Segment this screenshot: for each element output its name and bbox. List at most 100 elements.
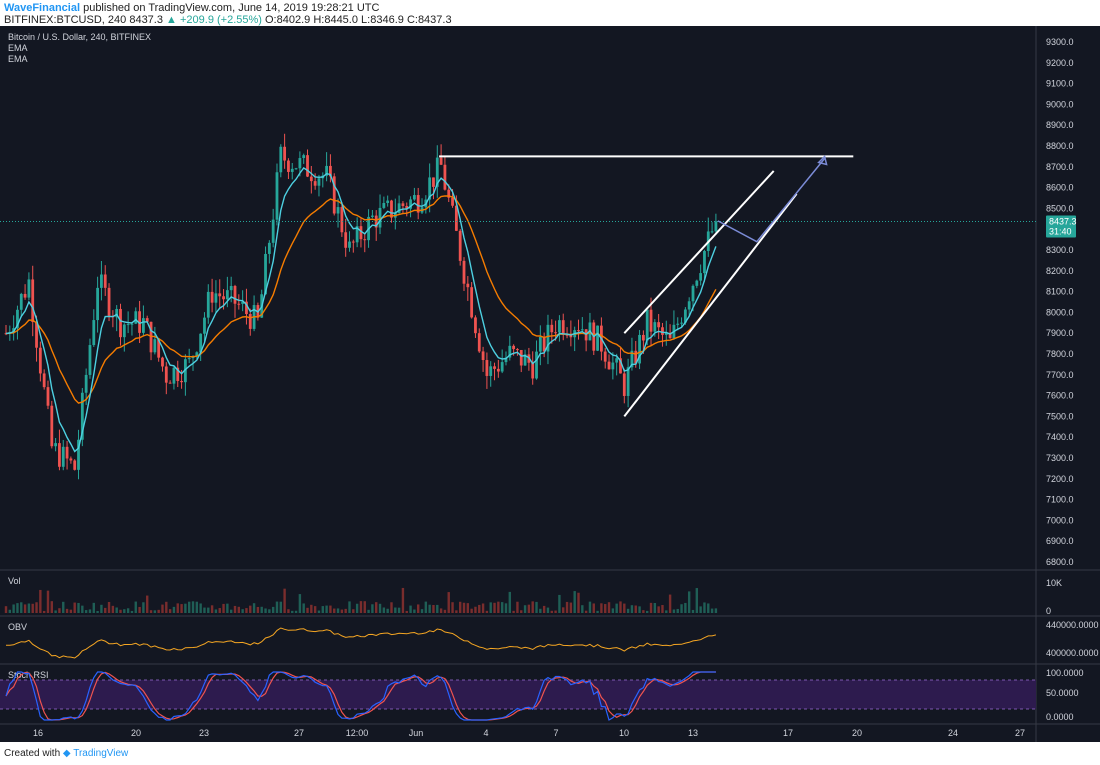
price-axis[interactable]: 9300.0 9200.0 9100.0 9000.0 8900.0 8800.0 8700… <box>1046 37 1074 567</box>
obv-pane-label: OBV <box>8 622 27 632</box>
candle-body <box>531 362 535 379</box>
price-tick-label: 7300.0 <box>1046 453 1074 463</box>
candle-body <box>38 347 42 374</box>
candle-body <box>657 322 661 328</box>
tradingview-link[interactable]: TradingView <box>73 748 129 759</box>
volume-bar <box>695 588 699 613</box>
volume-bar <box>420 609 424 613</box>
candle-body <box>680 322 683 324</box>
candle-body <box>386 200 390 204</box>
candle-body <box>69 458 73 461</box>
candle-body <box>630 350 634 368</box>
candle-body <box>638 334 641 364</box>
volume-bar <box>375 602 378 613</box>
volume-bar <box>104 607 107 613</box>
candle-body <box>340 207 344 233</box>
candle-body <box>611 362 615 370</box>
volume-bar <box>111 605 115 613</box>
volume-bar <box>653 602 657 613</box>
candle-body <box>203 317 206 334</box>
price-tick-label: 7500.0 <box>1046 411 1074 421</box>
price-tick-label: 8000.0 <box>1046 307 1074 317</box>
projection-arrow[interactable] <box>717 158 826 243</box>
candle-body <box>225 290 229 300</box>
author-link[interactable]: WaveFinancial <box>4 2 81 14</box>
candle-body <box>397 203 401 213</box>
volume-bar <box>241 609 244 613</box>
time-axis[interactable]: 16 20 23 27 12:00 Jun 4 7 10 13 17 20 24 27 <box>33 728 1025 738</box>
volume-bar <box>600 603 603 613</box>
candle-body <box>714 221 718 232</box>
chart-legend-title: Bitcoin / U.S. Dollar, 240, BITFINEX <box>8 32 151 42</box>
candle-body <box>210 291 214 303</box>
candle-body <box>439 157 443 165</box>
rsi-tick-0: 0.0000 <box>1046 712 1074 722</box>
volume-bar <box>531 601 534 613</box>
chart-container[interactable]: 9300.0 9200.0 9100.0 9000.0 8900.0 8800.0 8700… <box>0 26 1100 742</box>
candle-body <box>691 285 695 302</box>
candle-body <box>554 332 557 334</box>
price-chart[interactable]: 9300.0 9200.0 9100.0 9000.0 8900.0 8800.0 8700… <box>0 26 1100 742</box>
volume-bar <box>581 605 584 613</box>
candle-body <box>409 199 412 209</box>
candle-body <box>54 443 58 447</box>
candle-body <box>668 332 672 339</box>
volume-bar <box>535 601 538 613</box>
channel-lower-line[interactable] <box>623 193 798 418</box>
volume-bar <box>264 608 267 613</box>
volume-bar <box>451 602 454 613</box>
candle-body <box>695 280 699 286</box>
volume-bar <box>12 604 15 613</box>
candle-body <box>218 293 222 297</box>
candle-body <box>176 367 180 381</box>
volume-bar <box>447 592 450 613</box>
candle-body <box>27 279 31 298</box>
volume-bar <box>271 606 275 613</box>
volume-bar <box>604 604 607 613</box>
candle-body <box>126 324 130 326</box>
volume-bar <box>62 601 65 613</box>
volume-bar <box>630 605 634 613</box>
candle-body <box>493 366 496 369</box>
volume-bar <box>596 610 599 613</box>
candle-body <box>504 357 508 363</box>
candle-body <box>390 200 393 218</box>
volume-bar <box>359 601 363 613</box>
price-tick-label: 8700.0 <box>1046 162 1074 172</box>
candle-body <box>58 443 61 467</box>
volume-bar <box>191 601 195 613</box>
candle-body <box>290 168 294 172</box>
candle-body <box>454 205 458 231</box>
candle-body <box>336 207 340 214</box>
candle-body <box>12 328 16 332</box>
volume-bar <box>470 608 473 613</box>
candle-body <box>77 439 80 470</box>
volume-bar <box>4 606 8 613</box>
candle-body <box>577 330 580 332</box>
rsi-tick-100: 100.0000 <box>1046 668 1084 678</box>
volume-bar <box>153 610 157 613</box>
candle-body <box>412 195 416 200</box>
price-tick-label: 7800.0 <box>1046 349 1074 359</box>
candle-body <box>317 178 321 186</box>
volume-bar <box>100 604 103 613</box>
candle-body <box>157 339 161 358</box>
channel-upper-line[interactable] <box>623 170 775 334</box>
candle-body <box>458 230 462 261</box>
volume-bar <box>485 610 489 613</box>
volume-bar <box>474 606 477 613</box>
volume-bar <box>649 602 653 613</box>
candle-body <box>344 232 348 248</box>
volume-bar <box>672 609 676 613</box>
candle-body <box>183 359 187 383</box>
volume-bar <box>500 602 504 613</box>
candle-body <box>31 279 35 323</box>
volume-bar <box>680 604 683 613</box>
price-tick-label: 8300.0 <box>1046 245 1074 255</box>
volume-bar <box>302 603 305 613</box>
volume-bar <box>611 608 615 613</box>
created-with: Created with ◆ TradingView <box>4 748 128 759</box>
volume-bar <box>554 610 557 613</box>
volume-bar <box>703 602 706 613</box>
symbol-line: BITFINEX:BTCUSD, 240 8437.3 ▲ +209.9 (+2… <box>4 14 452 26</box>
